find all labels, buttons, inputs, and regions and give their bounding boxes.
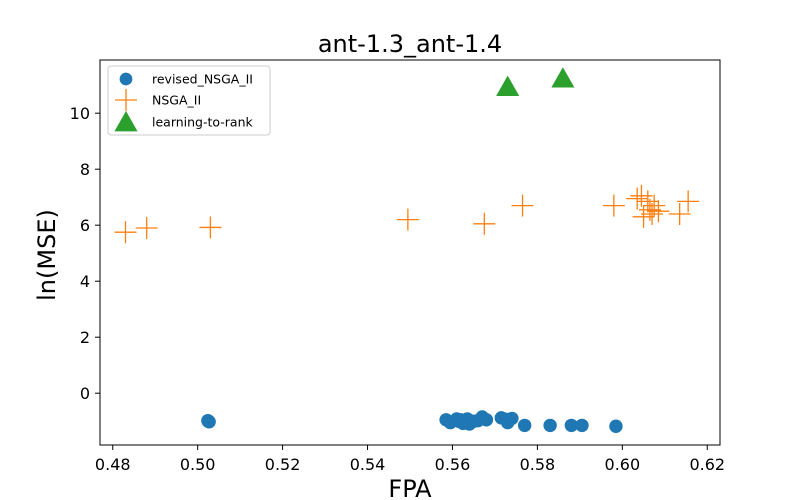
x-tick-label: 0.52 — [265, 455, 301, 474]
data-point — [609, 419, 623, 433]
x-tick-label: 0.58 — [520, 455, 556, 474]
data-point — [643, 194, 666, 217]
y-axis-label: ln(MSE) — [33, 209, 61, 301]
data-point — [668, 203, 691, 225]
x-tick-label: 0.62 — [689, 455, 725, 474]
data-point — [201, 413, 215, 428]
y-tick-label: 10 — [70, 104, 90, 123]
x-tick-label: 0.48 — [95, 455, 131, 474]
x-axis: 0.48 0.50 0.52 0.54 0.56 0.58 0.60 0.62 — [95, 445, 725, 474]
y-axis: 0 2 4 6 8 10 — [70, 104, 100, 403]
legend-marker — [115, 89, 137, 111]
y-tick-label: 0 — [80, 384, 90, 403]
data-point — [199, 216, 222, 239]
data-point — [543, 418, 557, 433]
series-learning-to-rank — [496, 67, 575, 96]
data-point — [636, 190, 659, 213]
data-point — [517, 418, 532, 433]
y-tick-label: 2 — [80, 328, 90, 347]
data-point — [551, 67, 575, 88]
data-point — [630, 184, 653, 207]
data-point — [647, 200, 670, 223]
x-tick-label: 0.56 — [435, 455, 471, 474]
data-point — [564, 418, 579, 433]
data-point — [626, 187, 649, 210]
x-tick-label: 0.50 — [180, 455, 216, 474]
x-tick-label: 0.60 — [605, 455, 641, 474]
legend-frame — [107, 65, 271, 136]
data-point — [479, 413, 494, 427]
legend-marker — [114, 111, 138, 132]
data-point — [114, 221, 137, 244]
legend-label: revised_NSGA_II — [152, 72, 253, 87]
y-tick-label: 6 — [80, 216, 90, 235]
data-point — [575, 418, 589, 433]
legend: revised_NSGA_II NSGA_II learning-to-rank — [107, 65, 271, 136]
x-tick-label: 0.54 — [350, 455, 386, 474]
data-point — [677, 190, 700, 213]
series-nsga-ii — [114, 184, 700, 244]
data-point — [496, 75, 520, 96]
legend-label: NSGA_II — [152, 93, 201, 108]
data-point — [135, 217, 158, 239]
chart-title: ant-1.3_ant-1.4 — [318, 30, 502, 58]
y-tick-label: 8 — [80, 160, 90, 179]
legend-marker — [119, 72, 133, 86]
data-point — [473, 212, 496, 235]
data-marks — [114, 67, 700, 433]
data-point — [511, 194, 534, 217]
data-point — [638, 198, 661, 221]
data-point — [505, 411, 519, 426]
y-tick-label: 4 — [80, 272, 90, 291]
data-point — [641, 203, 664, 225]
x-axis-label: FPA — [388, 475, 432, 500]
data-point — [396, 208, 419, 231]
series-revised-nsga-ii — [201, 410, 623, 433]
legend-label: learning-to-rank — [152, 115, 254, 130]
data-point — [602, 194, 625, 217]
